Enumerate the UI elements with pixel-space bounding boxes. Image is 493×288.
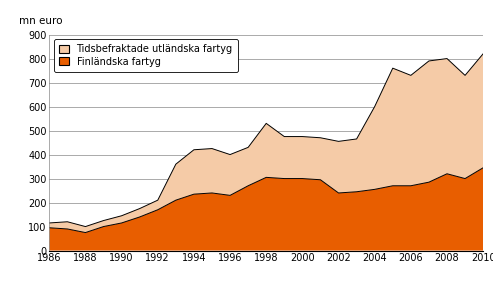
- Text: mn euro: mn euro: [19, 16, 63, 26]
- Legend: Tidsbefraktade utländska fartyg, Finländska fartyg: Tidsbefraktade utländska fartyg, Finländ…: [54, 39, 238, 72]
